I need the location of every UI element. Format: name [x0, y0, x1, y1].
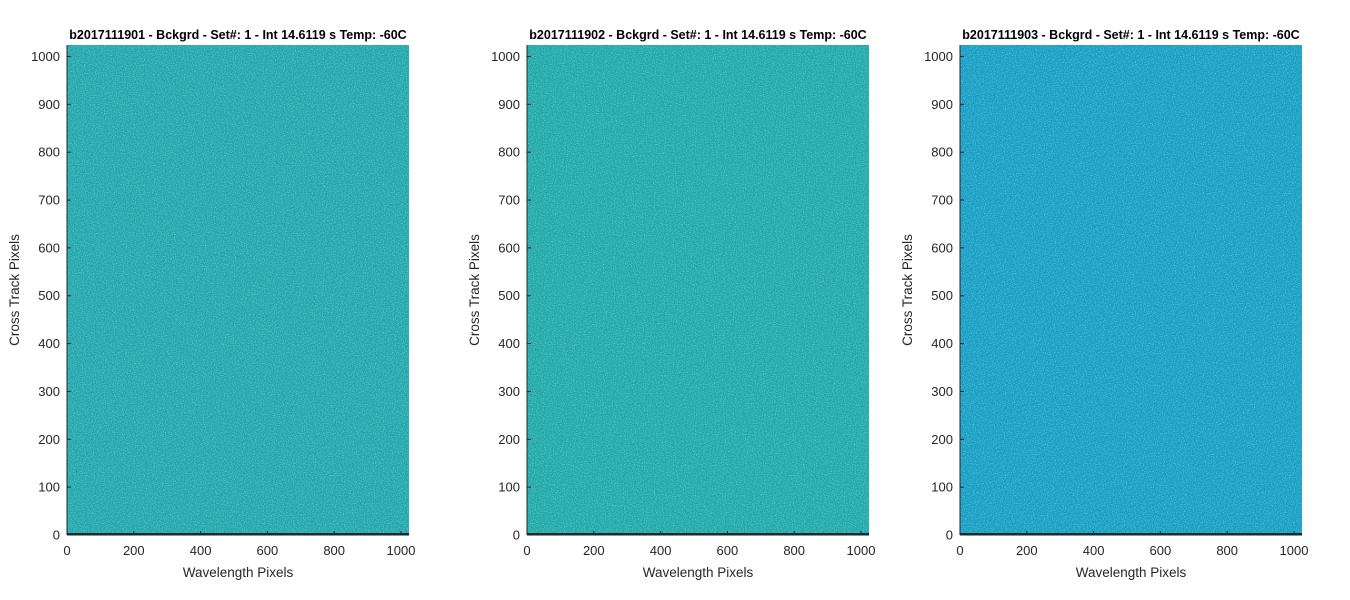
x-tick-label: 200 — [123, 543, 145, 558]
chart-panel-1: 0 200 400 600 800 1000 0 100 200 300 400 500 600 700 8… — [7, 28, 415, 580]
chart-title: b2017111901 - Bckgrd - Set#: 1 - Int 14.… — [69, 28, 406, 42]
y-tick-label: 1000 — [31, 49, 60, 64]
y-tick-label: 900 — [931, 97, 953, 112]
y-tick-label: 1000 — [491, 49, 520, 64]
y-tick-label: 400 — [498, 336, 520, 351]
y-tick-label: 100 — [931, 480, 953, 495]
x-tick-label: 600 — [1150, 543, 1172, 558]
y-tick-label: 0 — [53, 528, 60, 543]
x-tick-label: 600 — [717, 543, 739, 558]
chart-title: b2017111902 - Bckgrd - Set#: 1 - Int 14.… — [529, 28, 866, 42]
heatmap-bottom-row — [960, 533, 1302, 536]
heatmap-bottom-row — [527, 533, 869, 536]
x-tick-label: 400 — [650, 543, 672, 558]
x-tick-label: 1000 — [1280, 543, 1309, 558]
y-tick-label: 200 — [38, 432, 60, 447]
y-tick-label: 400 — [931, 336, 953, 351]
y-tick-label: 0 — [513, 528, 520, 543]
y-tick-label: 100 — [498, 480, 520, 495]
x-axis-label: Wavelength Pixels — [643, 565, 754, 580]
y-tick-label: 600 — [931, 240, 953, 255]
chart-panel-2: 0 200 400 600 800 1000 0 100 200 300 400 500 600 700 8… — [467, 28, 875, 580]
x-axis-label: Wavelength Pixels — [183, 565, 294, 580]
x-tick-label: 400 — [1083, 543, 1105, 558]
x-tick-label: 800 — [783, 543, 805, 558]
x-axis-label: Wavelength Pixels — [1076, 565, 1187, 580]
x-tick-label: 1000 — [387, 543, 416, 558]
x-tick-label: 200 — [583, 543, 605, 558]
y-tick-label: 800 — [931, 145, 953, 160]
x-tick-label: 800 — [1216, 543, 1238, 558]
y-tick-label: 900 — [38, 97, 60, 112]
x-tick-label: 0 — [956, 543, 963, 558]
x-tick-label: 0 — [523, 543, 530, 558]
y-tick-label: 0 — [946, 528, 953, 543]
heatmap-bottom-row — [67, 533, 409, 536]
y-tick-label: 700 — [498, 193, 520, 208]
y-tick-label: 500 — [498, 288, 520, 303]
y-tick-label: 300 — [498, 384, 520, 399]
x-tick-label: 0 — [63, 543, 70, 558]
y-tick-label: 100 — [38, 480, 60, 495]
y-tick-label: 500 — [931, 288, 953, 303]
y-tick-label: 900 — [498, 97, 520, 112]
heatmap-noise-texture — [67, 45, 409, 535]
y-tick-label: 300 — [38, 384, 60, 399]
y-tick-label: 800 — [498, 145, 520, 160]
y-tick-label: 400 — [38, 336, 60, 351]
y-tick-label: 1000 — [924, 49, 953, 64]
chart-title: b2017111903 - Bckgrd - Set#: 1 - Int 14.… — [962, 28, 1299, 42]
y-axis-label: Cross Track Pixels — [467, 234, 482, 346]
chart-panel-3: 0 200 400 600 800 1000 0 100 200 300 400 500 600 700 8… — [900, 28, 1308, 580]
y-tick-label: 200 — [931, 432, 953, 447]
y-axis-label: Cross Track Pixels — [900, 234, 915, 346]
y-tick-label: 500 — [38, 288, 60, 303]
x-tick-label: 600 — [257, 543, 279, 558]
y-tick-label: 300 — [931, 384, 953, 399]
x-tick-label: 400 — [190, 543, 212, 558]
y-tick-label: 600 — [498, 240, 520, 255]
x-tick-label: 200 — [1016, 543, 1038, 558]
y-tick-label: 200 — [498, 432, 520, 447]
y-tick-label: 700 — [38, 193, 60, 208]
heatmap-noise-texture — [527, 45, 869, 535]
y-tick-label: 600 — [38, 240, 60, 255]
y-axis-label: Cross Track Pixels — [7, 234, 22, 346]
x-tick-label: 800 — [323, 543, 345, 558]
x-tick-label: 1000 — [847, 543, 876, 558]
y-tick-label: 700 — [931, 193, 953, 208]
y-tick-label: 800 — [38, 145, 60, 160]
heatmap-noise-texture — [960, 45, 1302, 535]
